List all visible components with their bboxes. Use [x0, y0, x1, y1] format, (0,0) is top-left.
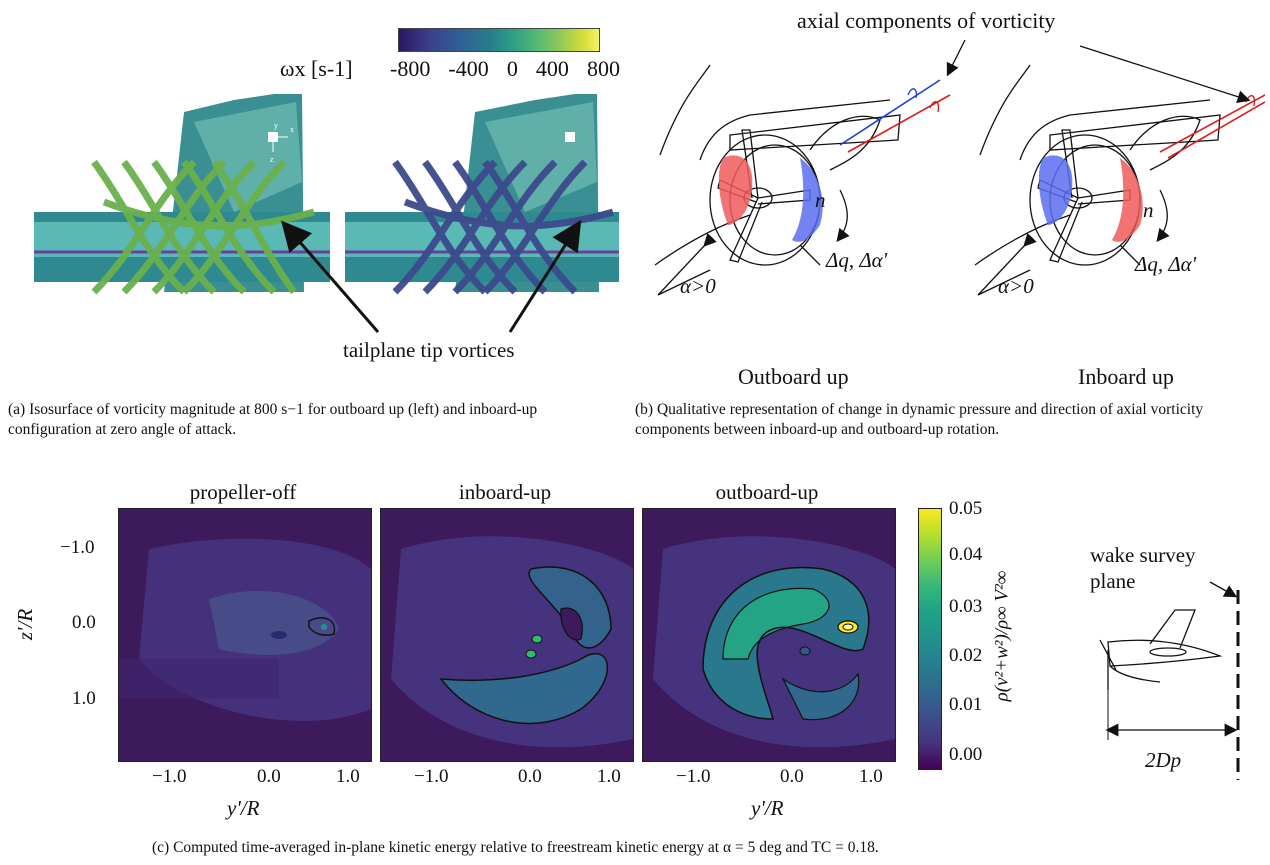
xtick-p2-2: 1.0 — [597, 766, 621, 787]
alpha-label-right: α>0 — [998, 274, 1034, 298]
caption-a: (a) Isosurface of vorticity magnitude at… — [8, 401, 538, 438]
contour-inboard-up — [380, 508, 634, 762]
title-inboard-up: inboard-up — [458, 480, 552, 504]
cbar-tick-5: 0.00 — [949, 744, 983, 765]
xlabel-1: y'/R — [227, 796, 260, 820]
wake-survey-sketch — [1099, 581, 1240, 780]
red-vortex-line-left — [847, 94, 951, 153]
red-vortex-line-right — [1159, 94, 1265, 153]
inboard-up-label: Inboard up — [1078, 364, 1174, 389]
ytick-1: 0.0 — [72, 612, 96, 633]
rotation-sketch — [654, 40, 1265, 296]
vortex-render-outboard-up: y x z — [34, 94, 330, 295]
high-pressure-region-left — [718, 155, 753, 225]
caption-c: (c) Computed time-averaged in-plane kine… — [152, 839, 879, 856]
high-pressure-region-right — [1112, 158, 1143, 242]
vorticity-colorbar-label: ωx [s-1] — [280, 56, 353, 81]
ytick-2: 1.0 — [72, 688, 96, 709]
axis-glyph-x: x — [290, 125, 294, 134]
distance-label: 2Dp — [1145, 748, 1182, 772]
xtick-p1-1: 0.0 — [257, 766, 281, 787]
xtick-p1-2: 1.0 — [336, 766, 360, 787]
ytick-0: −1.0 — [60, 537, 95, 558]
tip-vortices-label: tailplane tip vortices — [343, 338, 515, 362]
xtick-p2-0: −1.0 — [414, 766, 449, 787]
xtick-p3-1: 0.0 — [780, 766, 804, 787]
energy-colorbar — [918, 508, 942, 770]
outboard-up-label: Outboard up — [738, 364, 849, 389]
vorticity-colorbar — [398, 28, 600, 52]
axis-glyph-y: y — [274, 121, 278, 130]
xlabel-3: y'/R — [751, 796, 784, 820]
axial-vorticity-title: axial components of vorticity — [797, 8, 1056, 33]
outboard-up-sketch — [654, 64, 901, 266]
low-pressure-region-left — [792, 158, 823, 242]
energy-colorbar-label: ρ(v²+w²)/ρ∞ V²∞ — [991, 570, 1013, 702]
vorticity-colorbar-ticks: -800 -400 0 400 800 — [390, 56, 620, 81]
xtick-p2-1: 0.0 — [518, 766, 542, 787]
cbar-tick-3: 0.02 — [949, 645, 983, 666]
rotation-label-left: n — [815, 188, 826, 212]
cbar-tick-2: 0.03 — [949, 596, 983, 617]
xtick-p1-0: −1.0 — [152, 766, 187, 787]
xtick-p3-0: −1.0 — [676, 766, 711, 787]
title-outboard-up: outboard-up — [715, 480, 819, 504]
delta-label-right: Δq, Δα' — [1135, 252, 1197, 276]
caption-b: (b) Qualitative representation of change… — [635, 401, 1204, 438]
alpha-label-left: α>0 — [680, 274, 716, 298]
cbar-tick-0: 0.05 — [949, 498, 983, 519]
rotation-label-right: n — [1143, 198, 1154, 222]
low-pressure-region-right — [1038, 155, 1073, 225]
cbar-tick-1: 0.04 — [949, 544, 983, 565]
axis-triad: y x z — [268, 121, 294, 164]
contour-outboard-up — [642, 508, 896, 762]
contour-propeller-off — [118, 508, 372, 762]
annotation-arrows — [281, 219, 582, 333]
xtick-p3-2: 1.0 — [859, 766, 883, 787]
blue-vortex-line-left — [839, 79, 941, 146]
axis-glyph-z: z — [270, 155, 274, 164]
title-propeller-off: propeller-off — [189, 480, 297, 504]
ylabel: z'/R — [13, 608, 38, 641]
delta-label-left: Δq, Δα' — [826, 248, 888, 272]
wake-survey-label: wake survey plane — [1090, 543, 1196, 593]
cbar-tick-4: 0.01 — [949, 694, 983, 715]
inboard-up-sketch — [974, 64, 1221, 266]
